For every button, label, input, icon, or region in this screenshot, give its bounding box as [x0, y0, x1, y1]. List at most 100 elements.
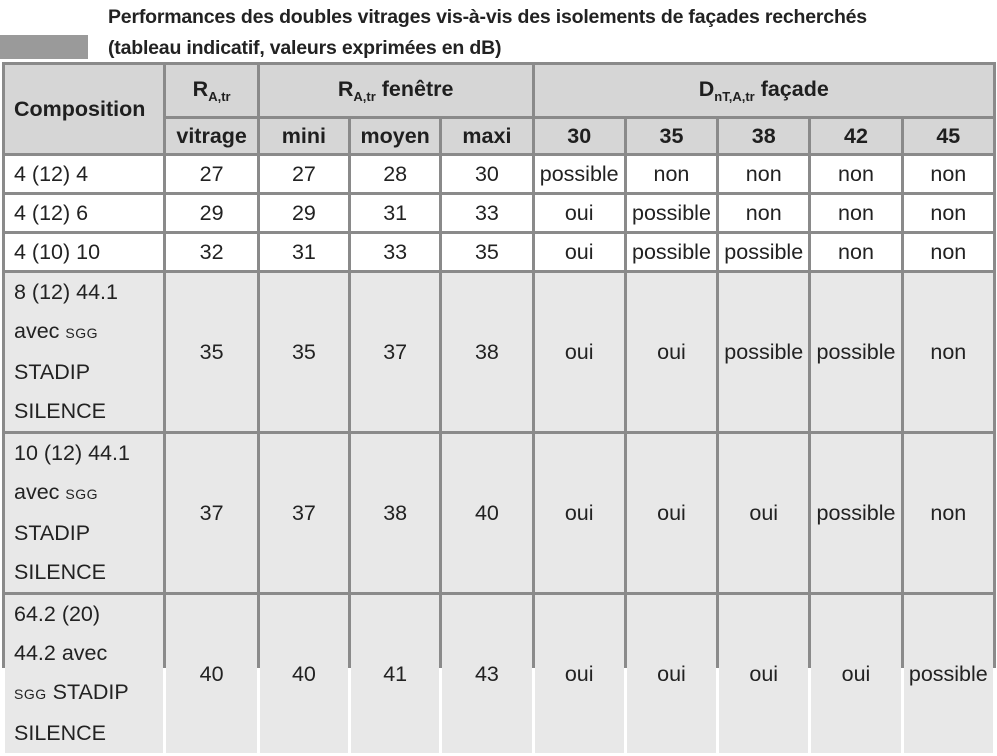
table-title: Performances des doubles vitrages vis-à-…	[108, 2, 968, 64]
cell-vitrage: 27	[166, 156, 257, 192]
title-line-1: Performances des doubles vitrages vis-à-…	[108, 6, 867, 28]
composition-line: SILENCE	[14, 399, 107, 423]
cell-d30: oui	[534, 434, 624, 592]
cell-moyen: 33	[351, 234, 440, 270]
cell-composition: 4 (12) 6	[5, 195, 164, 231]
cell-d42: non	[811, 156, 901, 192]
cell-d30: oui	[534, 595, 624, 753]
header-d35: 35	[626, 119, 717, 153]
cell-mini: 31	[259, 234, 349, 270]
table-row: 4 (12) 6 29 29 31 33 oui possible non non non	[5, 195, 993, 231]
composition-line: 8 (12) 44.1	[14, 280, 118, 304]
header-row-1: Composition RA,tr RA,tr fenêtre DnT,A,tr…	[5, 65, 993, 153]
cell-maxi: 35	[442, 234, 532, 270]
cell-d45: possible	[903, 595, 993, 753]
cell-d42: oui	[811, 595, 901, 753]
header-composition: Composition	[5, 65, 164, 153]
header-mini: mini	[259, 119, 349, 153]
composition-line: avec SGG STADIP	[14, 319, 99, 384]
header-moyen: moyen	[351, 119, 440, 153]
composition-line: 4 (12) 4	[14, 161, 89, 186]
cell-composition: 10 (12) 44.1 avec SGG STADIP SILENCE	[5, 434, 164, 592]
cell-vitrage: 40	[166, 595, 257, 753]
cell-maxi: 38	[442, 273, 532, 431]
cell-vitrage: 29	[166, 195, 257, 231]
cell-composition: 64.2 (20) 44.2 avec SGG STADIP SILENCE	[5, 595, 164, 753]
cell-d38: non	[719, 156, 809, 192]
composition-line: SILENCE	[14, 560, 107, 584]
header-d45: 45	[903, 119, 993, 153]
header-row-2: vitrage mini moyen maxi 30 35 38 42 45	[5, 119, 993, 153]
cell-d30: oui	[534, 234, 624, 270]
table-body: 4 (12) 4 27 27 28 30 possible non non non non 4 (1…	[5, 156, 993, 753]
decorative-tab	[0, 35, 88, 59]
header-vitrage: vitrage	[166, 119, 257, 153]
composition-line: SILENCE	[14, 721, 107, 745]
table-row: 4 (12) 4 27 27 28 30 possible non non non non	[5, 156, 993, 192]
composition-line: avec SGG STADIP	[14, 480, 99, 545]
cell-d35: oui	[626, 595, 717, 753]
header-dnt-facade: DnT,A,tr façade	[534, 65, 993, 116]
cell-composition: 4 (12) 4	[5, 156, 164, 192]
composition-line: 4 (10) 10	[14, 239, 101, 264]
cell-mini: 27	[259, 156, 349, 192]
performance-table-frame: Composition RA,tr RA,tr fenêtre DnT,A,tr…	[2, 62, 996, 753]
performance-table: Composition RA,tr RA,tr fenêtre DnT,A,tr…	[2, 62, 996, 756]
header-d42: 42	[811, 119, 901, 153]
cell-composition: 4 (10) 10	[5, 234, 164, 270]
cell-d35: oui	[626, 273, 717, 431]
cell-moyen: 28	[351, 156, 440, 192]
cell-d45: non	[903, 434, 993, 592]
cell-moyen: 41	[351, 595, 440, 753]
cell-d38: possible	[719, 273, 809, 431]
cell-mini: 35	[259, 273, 349, 431]
cell-maxi: 43	[442, 595, 532, 753]
cell-vitrage: 37	[166, 434, 257, 592]
cell-mini: 29	[259, 195, 349, 231]
cell-d38: oui	[719, 595, 809, 753]
header-d30: 30	[534, 119, 624, 153]
cell-d42: non	[811, 234, 901, 270]
table-row: 4 (10) 10 32 31 33 35 oui possible possible non n…	[5, 234, 993, 270]
cell-d38: non	[719, 195, 809, 231]
cell-d42: non	[811, 195, 901, 231]
cell-mini: 40	[259, 595, 349, 753]
cell-d30: possible	[534, 156, 624, 192]
cell-d38: possible	[719, 234, 809, 270]
cell-moyen: 38	[351, 434, 440, 592]
cell-d42: possible	[811, 273, 901, 431]
cell-composition: 8 (12) 44.1 avec SGG STADIP SILENCE	[5, 273, 164, 431]
cell-d45: non	[903, 273, 993, 431]
cell-d45: non	[903, 195, 993, 231]
cell-d45: non	[903, 156, 993, 192]
cell-d35: possible	[626, 234, 717, 270]
cell-mini: 37	[259, 434, 349, 592]
composition-line: 10 (12) 44.1	[14, 441, 130, 465]
cell-moyen: 31	[351, 195, 440, 231]
cell-d30: oui	[534, 273, 624, 431]
cell-d35: non	[626, 156, 717, 192]
composition-line: 64.2 (20)	[14, 602, 101, 626]
cell-maxi: 33	[442, 195, 532, 231]
cell-vitrage: 35	[166, 273, 257, 431]
table-row: 64.2 (20) 44.2 avec SGG STADIP SILENCE 40 40 4…	[5, 595, 993, 753]
cell-d35: possible	[626, 195, 717, 231]
cell-d38: oui	[719, 434, 809, 592]
header-maxi: maxi	[442, 119, 532, 153]
cell-vitrage: 32	[166, 234, 257, 270]
header-d38: 38	[719, 119, 809, 153]
composition-line: 4 (12) 6	[14, 200, 89, 225]
cell-maxi: 30	[442, 156, 532, 192]
cell-moyen: 37	[351, 273, 440, 431]
header-ratr-fenetre: RA,tr fenêtre	[259, 65, 532, 116]
composition-line: SGG STADIP	[14, 680, 129, 704]
cell-d45: non	[903, 234, 993, 270]
title-line-2: (tableau indicatif, valeurs exprimées en…	[108, 37, 502, 59]
cell-d42: possible	[811, 434, 901, 592]
header-ratr: RA,tr	[166, 65, 257, 116]
table-row: 10 (12) 44.1 avec SGG STADIP SILENCE 37 37 38…	[5, 434, 993, 592]
composition-line: 44.2 avec	[14, 641, 108, 665]
cell-d30: oui	[534, 195, 624, 231]
cell-maxi: 40	[442, 434, 532, 592]
